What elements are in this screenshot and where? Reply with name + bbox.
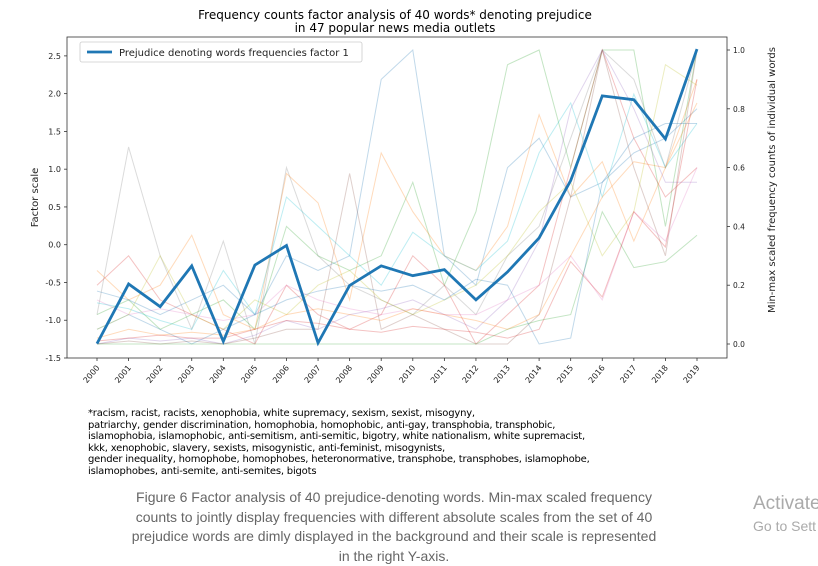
y-right-tick-label: 0.6: [733, 164, 745, 173]
x-tick-label: 2000: [82, 364, 102, 385]
y-right-tick-label: 0.8: [733, 105, 745, 114]
y-tick-label: 1.5: [48, 127, 61, 136]
x-tick-label: 2009: [366, 364, 386, 385]
y-tick-label: -1.5: [45, 354, 61, 363]
x-tick-label: 2016: [587, 364, 607, 385]
chart-title-line1: Frequency counts factor analysis of 40 w…: [198, 8, 592, 22]
x-tick-label: 2019: [682, 364, 702, 385]
activation-watermark-title: Activate: [753, 493, 818, 514]
x-tick-label: 2001: [113, 364, 133, 385]
y-right-tick-label: 0.4: [733, 222, 745, 231]
factor-line: [95, 48, 699, 347]
y-tick-label: 2.0: [48, 90, 61, 99]
y-tick-label: 0.0: [48, 241, 61, 250]
x-tick-label: 2017: [618, 364, 638, 385]
x-tick-label: 2003: [176, 364, 196, 385]
plot-frame: [66, 36, 728, 359]
background-word-line: [96, 49, 698, 345]
y-tick-label: -1.0: [45, 316, 61, 325]
background-word-line: [96, 49, 698, 331]
background-word-line: [96, 167, 698, 321]
y-axis-label: Factor scale: [30, 168, 41, 228]
x-tick-label: 2008: [334, 364, 354, 385]
y-tick-label: 0.5: [48, 203, 61, 212]
y-tick-label: 1.0: [48, 165, 61, 174]
footnote-word-list: *racism, racist, racists, xenophobia, wh…: [88, 408, 590, 477]
activation-watermark-subtitle: Go to Sett: [753, 518, 817, 534]
x-tick-label: 2011: [429, 364, 449, 385]
legend-box: [79, 41, 363, 63]
x-tick-label: 2013: [492, 364, 512, 385]
y-right-tick-label: 0.2: [733, 281, 745, 290]
y-right-tick-label: 1.0: [733, 46, 745, 55]
x-tick-label: 2002: [145, 364, 165, 385]
y-right-axis-label: Min-max scaled frequency counts of indiv…: [767, 47, 778, 313]
background-word-line: [96, 92, 698, 330]
background-word-line: [96, 79, 698, 331]
background-word-line: [97, 210, 698, 345]
legend-label: Prejudice denoting words frequencies fac…: [119, 48, 349, 59]
background-word-line: [96, 48, 698, 345]
x-tick-label: 2005: [239, 364, 259, 385]
chart-title-line2: in 47 popular news media outlets: [294, 21, 496, 35]
background-word-line: [96, 79, 698, 342]
x-tick-label: 2018: [650, 364, 670, 385]
background-word-line: [96, 123, 697, 345]
chart: -1.5 -1.0 -0.5 0.0 0.5 1.0 1.5 2.0 2.5 0.0 0.2 0.4 0…: [30, 36, 778, 385]
background-word-line: [96, 48, 698, 345]
figure-caption: Figure 6 Factor analysis of 40 prejudice…: [131, 489, 657, 564]
x-tick-label: 2014: [524, 364, 544, 385]
x-tick-label: 2007: [303, 364, 323, 385]
background-word-line: [96, 48, 697, 345]
x-tick-label: 2006: [271, 364, 291, 385]
x-tick-label: 2010: [397, 364, 417, 385]
x-tick-label: 2015: [555, 364, 575, 385]
background-word-line: [96, 63, 698, 330]
x-tick-label: 2012: [460, 364, 480, 385]
background-word-line: [96, 102, 698, 339]
y-right-tick-label: 0.0: [733, 340, 745, 349]
x-tick-label: 2004: [208, 364, 228, 385]
y-tick-label: 2.5: [48, 52, 61, 61]
y-tick-label: -0.5: [45, 278, 61, 287]
background-word-line: [96, 49, 698, 345]
